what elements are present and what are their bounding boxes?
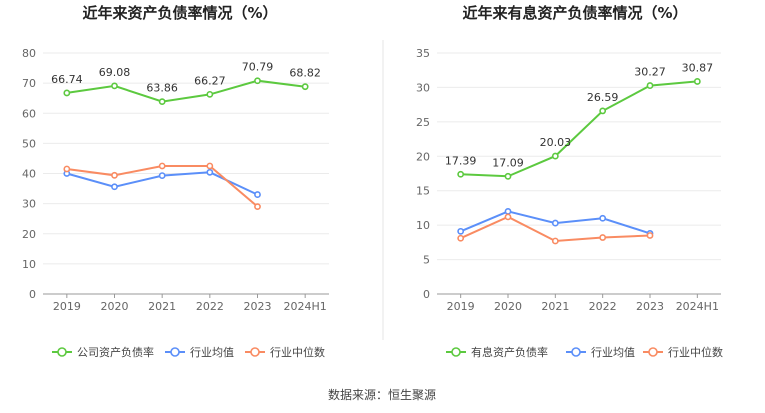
data-point: [551, 237, 559, 245]
y-tick-label: 10: [22, 258, 36, 271]
legend-swatch-marker: [57, 347, 67, 357]
x-tick-label: 2023: [244, 300, 272, 313]
data-label: 26.59: [587, 91, 619, 104]
data-point: [693, 78, 701, 85]
y-tick-label: 30: [22, 198, 36, 211]
legend-swatch-marker: [648, 347, 658, 357]
series-line-1: [460, 80, 698, 178]
legend-label: 公司资产负债率: [77, 345, 154, 359]
data-point: [599, 214, 607, 222]
data-label: 70.79: [242, 61, 274, 74]
chart-panel-2: 近年来有息资产负债率情况（%） 0 5 10 15 20 25 30 35 2019 2020 202…: [416, 4, 723, 359]
data-point: [111, 82, 118, 90]
y-tick-label: 35: [416, 47, 430, 60]
data-point: [111, 183, 118, 191]
data-label: 66.27: [194, 74, 226, 87]
data-point: [206, 162, 214, 170]
data-point: [254, 191, 261, 198]
x-tick-label: 2019: [447, 300, 475, 313]
data-point: [158, 172, 166, 180]
data-point: [63, 89, 71, 97]
y-tick-label: 40: [22, 168, 36, 181]
data-point: [599, 107, 607, 115]
data-point: [504, 207, 512, 215]
data-point: [646, 232, 654, 239]
y-tick-label: 20: [22, 228, 36, 241]
y-tick-label: 80: [22, 47, 36, 60]
data-label: 66.74: [51, 73, 83, 86]
legend-label: 行业中位数: [668, 345, 723, 359]
y-tick-label: 0: [423, 288, 430, 301]
chart-panel-1: 近年来资产负债率情况（%） 0 10 20 30 40 50 60 70 80 2019 2020 20…: [22, 4, 329, 359]
data-point: [457, 227, 465, 235]
legend-swatch-marker: [250, 347, 260, 357]
data-label: 68.82: [289, 67, 321, 80]
series-line-1: [66, 79, 306, 103]
legend-swatch-marker: [170, 347, 180, 357]
x-tick-label: 2020: [101, 300, 129, 313]
x-tick-label: 2023: [636, 300, 664, 313]
data-point: [504, 213, 512, 221]
data-point: [599, 234, 607, 241]
data-label: 63.86: [146, 82, 178, 95]
data-point: [158, 162, 166, 170]
chart-title: 近年来资产负债率情况（%）: [82, 4, 277, 22]
data-point: [551, 219, 559, 227]
x-tick-label: 2021: [148, 300, 176, 313]
y-tick-label: 30: [416, 81, 430, 94]
legend-label: 有息资产负债率: [471, 345, 548, 359]
data-point: [206, 90, 214, 98]
y-tick-label: 50: [22, 137, 36, 150]
y-tick-label: 25: [416, 116, 430, 129]
data-point: [63, 165, 71, 173]
x-tick-label: 2024H1: [676, 300, 719, 313]
chart-title: 近年来有息资产负债率情况（%）: [462, 4, 687, 22]
data-label: 30.87: [682, 61, 714, 74]
data-label: 17.09: [492, 156, 524, 169]
x-tick-label: 2022: [589, 300, 617, 313]
y-tick-label: 0: [29, 288, 36, 301]
data-point: [504, 172, 512, 180]
legend-swatch-marker: [451, 347, 461, 357]
y-tick-label: 10: [416, 219, 430, 232]
y-tick-label: 60: [22, 107, 36, 120]
data-point: [457, 170, 465, 178]
series-line-3: [66, 165, 259, 208]
y-tick-label: 20: [416, 150, 430, 163]
data-point: [158, 98, 166, 106]
legend-label: 行业均值: [190, 346, 234, 359]
data-point: [111, 171, 118, 179]
data-point: [254, 203, 261, 211]
data-point: [206, 168, 214, 176]
data-point: [301, 83, 309, 91]
x-tick-label: 2022: [196, 300, 224, 313]
x-tick-label: 2021: [541, 300, 569, 313]
data-point: [457, 234, 465, 242]
y-tick-label: 15: [416, 185, 430, 198]
data-label: 17.39: [445, 154, 477, 167]
x-tick-label: 2019: [53, 300, 81, 313]
legend-label: 行业中位数: [270, 345, 325, 359]
legend-swatch-marker: [571, 347, 581, 357]
legend-label: 行业均值: [591, 346, 635, 359]
x-tick-label: 2020: [494, 300, 522, 313]
x-tick-label: 2024H1: [284, 300, 327, 313]
data-point: [551, 152, 559, 160]
data-label: 20.03: [540, 136, 572, 149]
y-tick-label: 5: [423, 254, 430, 267]
data-label: 69.08: [99, 66, 131, 79]
y-tick-label: 70: [22, 77, 36, 90]
data-source-note: 数据来源：恒生聚源: [328, 387, 436, 402]
data-point: [254, 77, 261, 85]
data-point: [646, 82, 654, 89]
data-label: 30.27: [634, 66, 666, 79]
